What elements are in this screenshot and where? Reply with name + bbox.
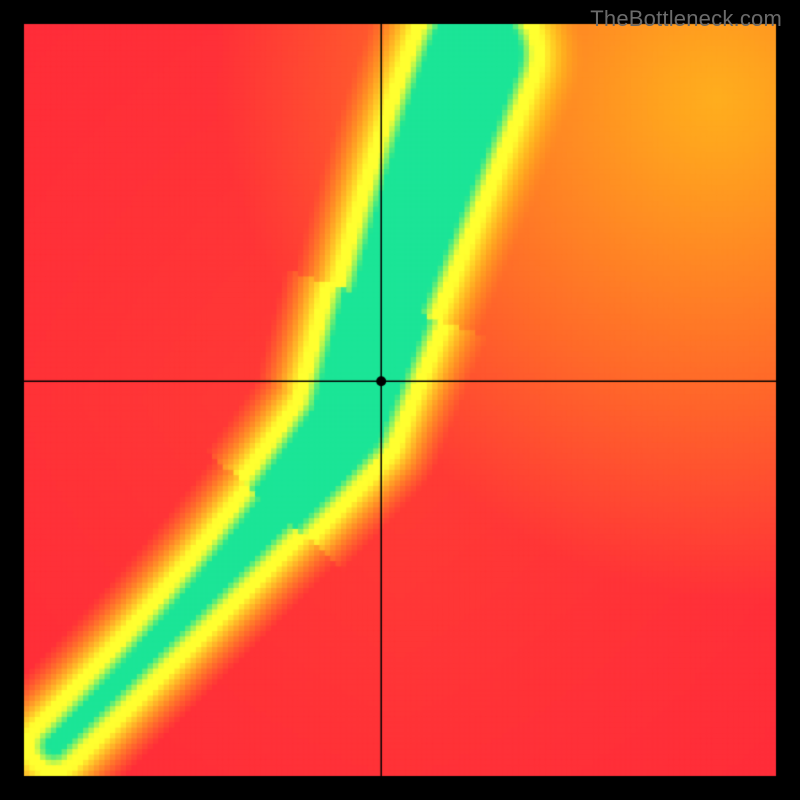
watermark-label: TheBottleneck.com: [590, 6, 782, 32]
plot-container: [0, 0, 800, 800]
heatmap-canvas: [0, 0, 800, 800]
